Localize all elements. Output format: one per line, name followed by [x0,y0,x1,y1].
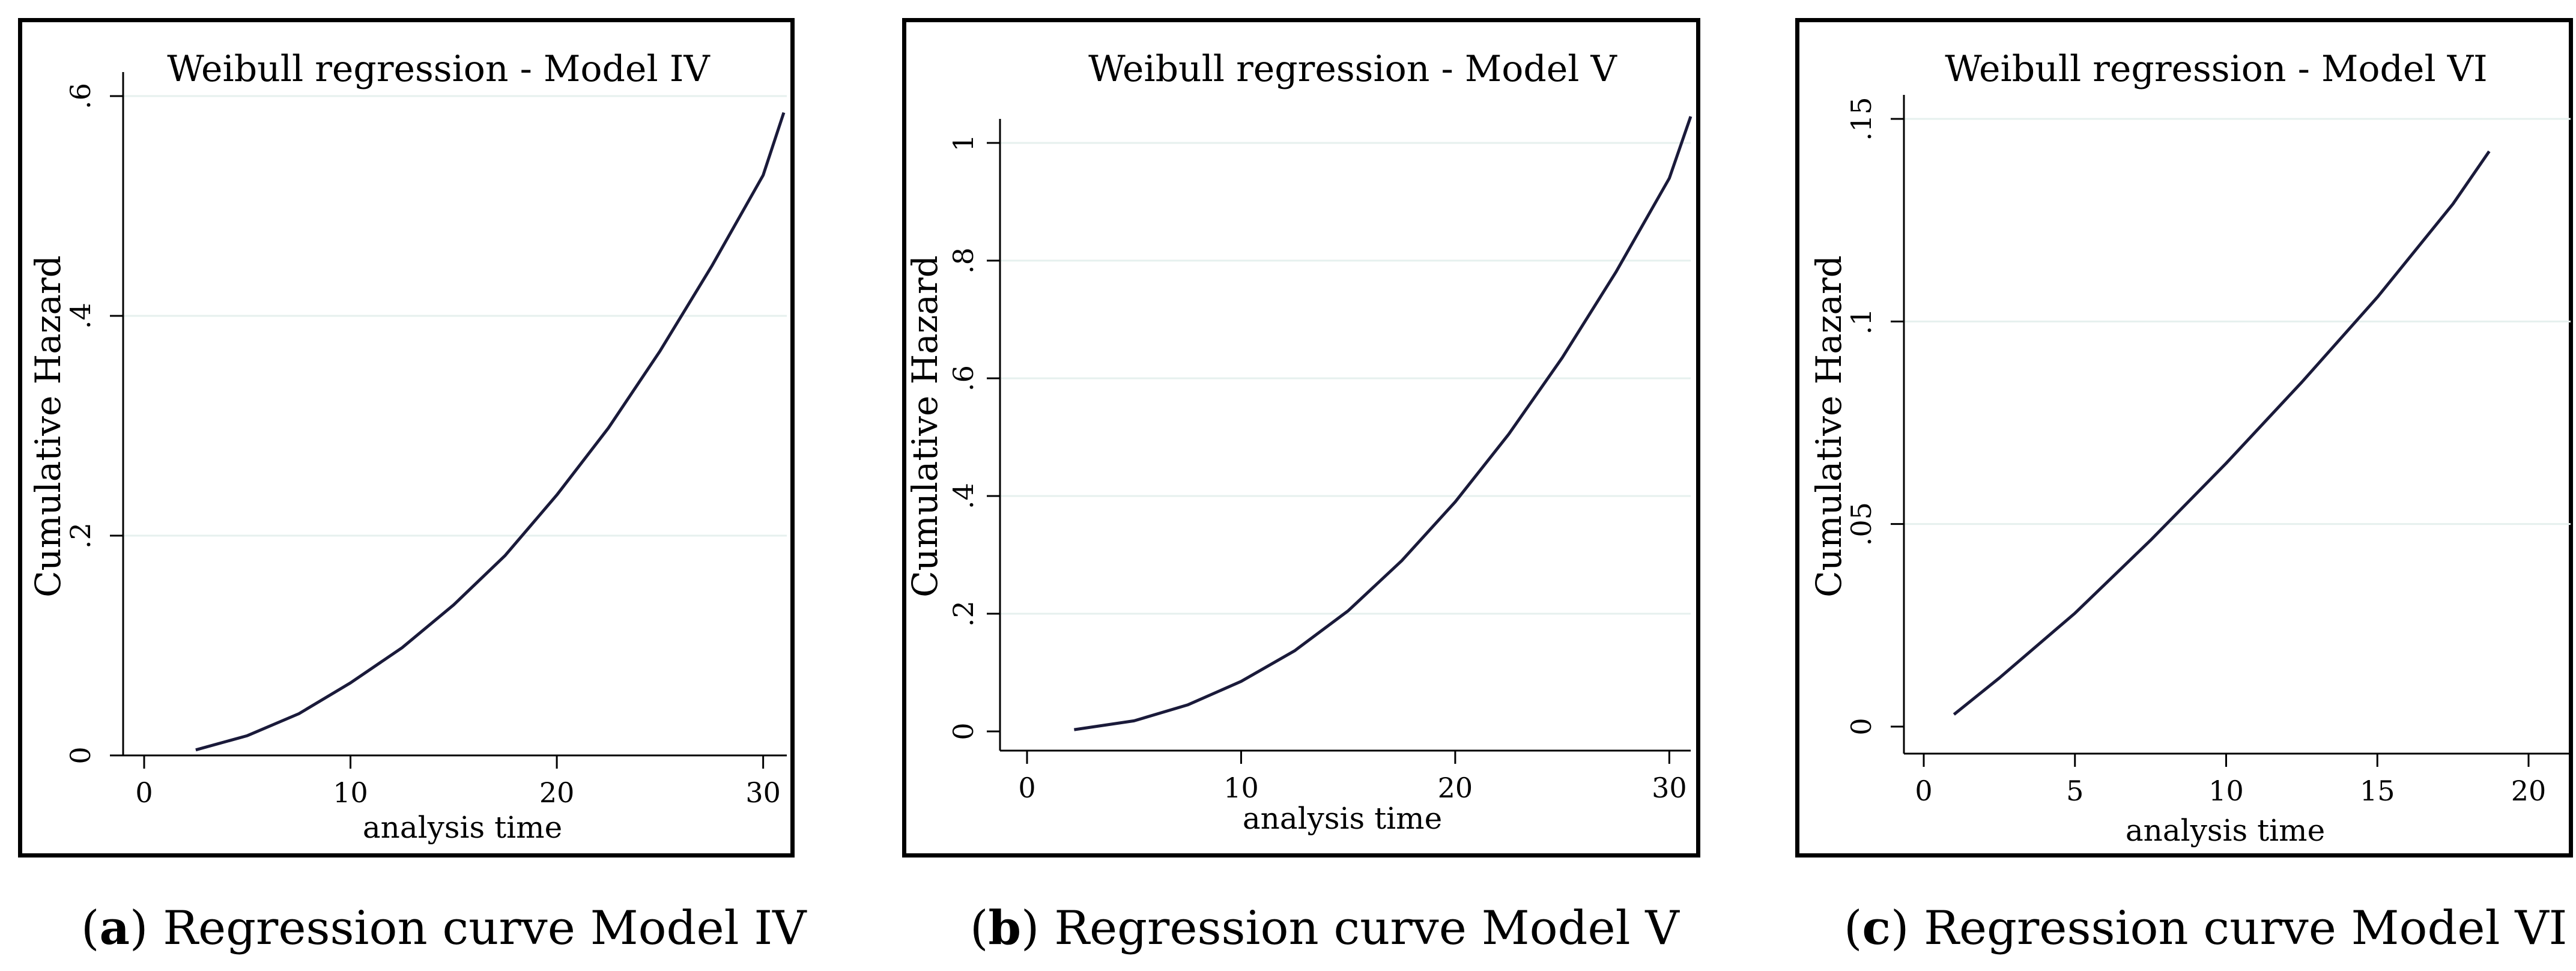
series-line [1953,150,2491,716]
x-tick-label: 0 [1915,775,1932,807]
y-tick-label: .2 [64,522,97,549]
x-tick-label: 20 [539,776,575,809]
x-tick-label: 0 [1018,772,1035,804]
caption-label: a [99,901,130,955]
x-tick-label: 20 [1438,772,1473,804]
caption-label: b [988,901,1021,955]
y-tick-label: .4 [64,303,97,329]
y-tick-label: .05 [1845,502,1877,546]
y-tick-label: .4 [947,483,980,509]
y-tick-label: 0 [947,722,980,740]
caption-b: (b) Regression curve Model V [970,901,1679,955]
series-line [1074,116,1693,731]
caption-text: Regression curve Model VI [1924,901,2568,955]
x-axis-label: analysis time [2126,813,2325,848]
chart-title: Weibull regression - Model VI [1945,48,2488,90]
series-line [195,112,786,752]
y-axis-label: Cumulative Hazard [905,255,945,597]
caption-c: (c) Regression curve Model VI [1844,901,2568,955]
x-tick-label: 15 [2360,775,2395,807]
y-axis-label: Cumulative Hazard [28,255,68,597]
x-tick-label: 10 [2208,775,2244,807]
x-tick-label: 20 [2511,775,2547,807]
x-tick-label: 10 [1223,772,1259,804]
chart-panel-frame [18,18,795,858]
y-tick-label: 0 [64,746,97,764]
caption-text: Regression curve Model V [1054,901,1679,955]
x-tick-label: 10 [333,776,368,809]
y-tick-label: .6 [64,83,97,109]
y-tick-label: 1 [947,134,980,151]
y-tick-label: .15 [1845,97,1877,141]
y-tick-label: 0 [1845,718,1877,735]
caption-a: (a) Regression curve Model IV [81,901,807,955]
x-axis-label: analysis time [1243,801,1442,836]
chart-panel-frame [1795,18,2573,858]
y-tick-label: .8 [947,247,980,274]
chart-title: Weibull regression - Model V [1088,48,1617,90]
y-tick-label: .1 [1845,308,1877,334]
y-axis-label: Cumulative Hazard [1808,255,1849,597]
x-axis-label: analysis time [363,810,562,845]
y-tick-label: .6 [947,365,980,392]
y-tick-label: .2 [947,600,980,627]
caption-label: c [1862,901,1891,955]
chart-title: Weibull regression - Model IV [167,48,711,90]
x-tick-label: 30 [1652,772,1687,804]
x-tick-label: 5 [2066,775,2084,807]
x-tick-label: 30 [745,776,781,809]
x-tick-label: 0 [135,776,153,809]
caption-text: Regression curve Model IV [163,901,807,955]
chart-panel-frame [902,18,1700,858]
